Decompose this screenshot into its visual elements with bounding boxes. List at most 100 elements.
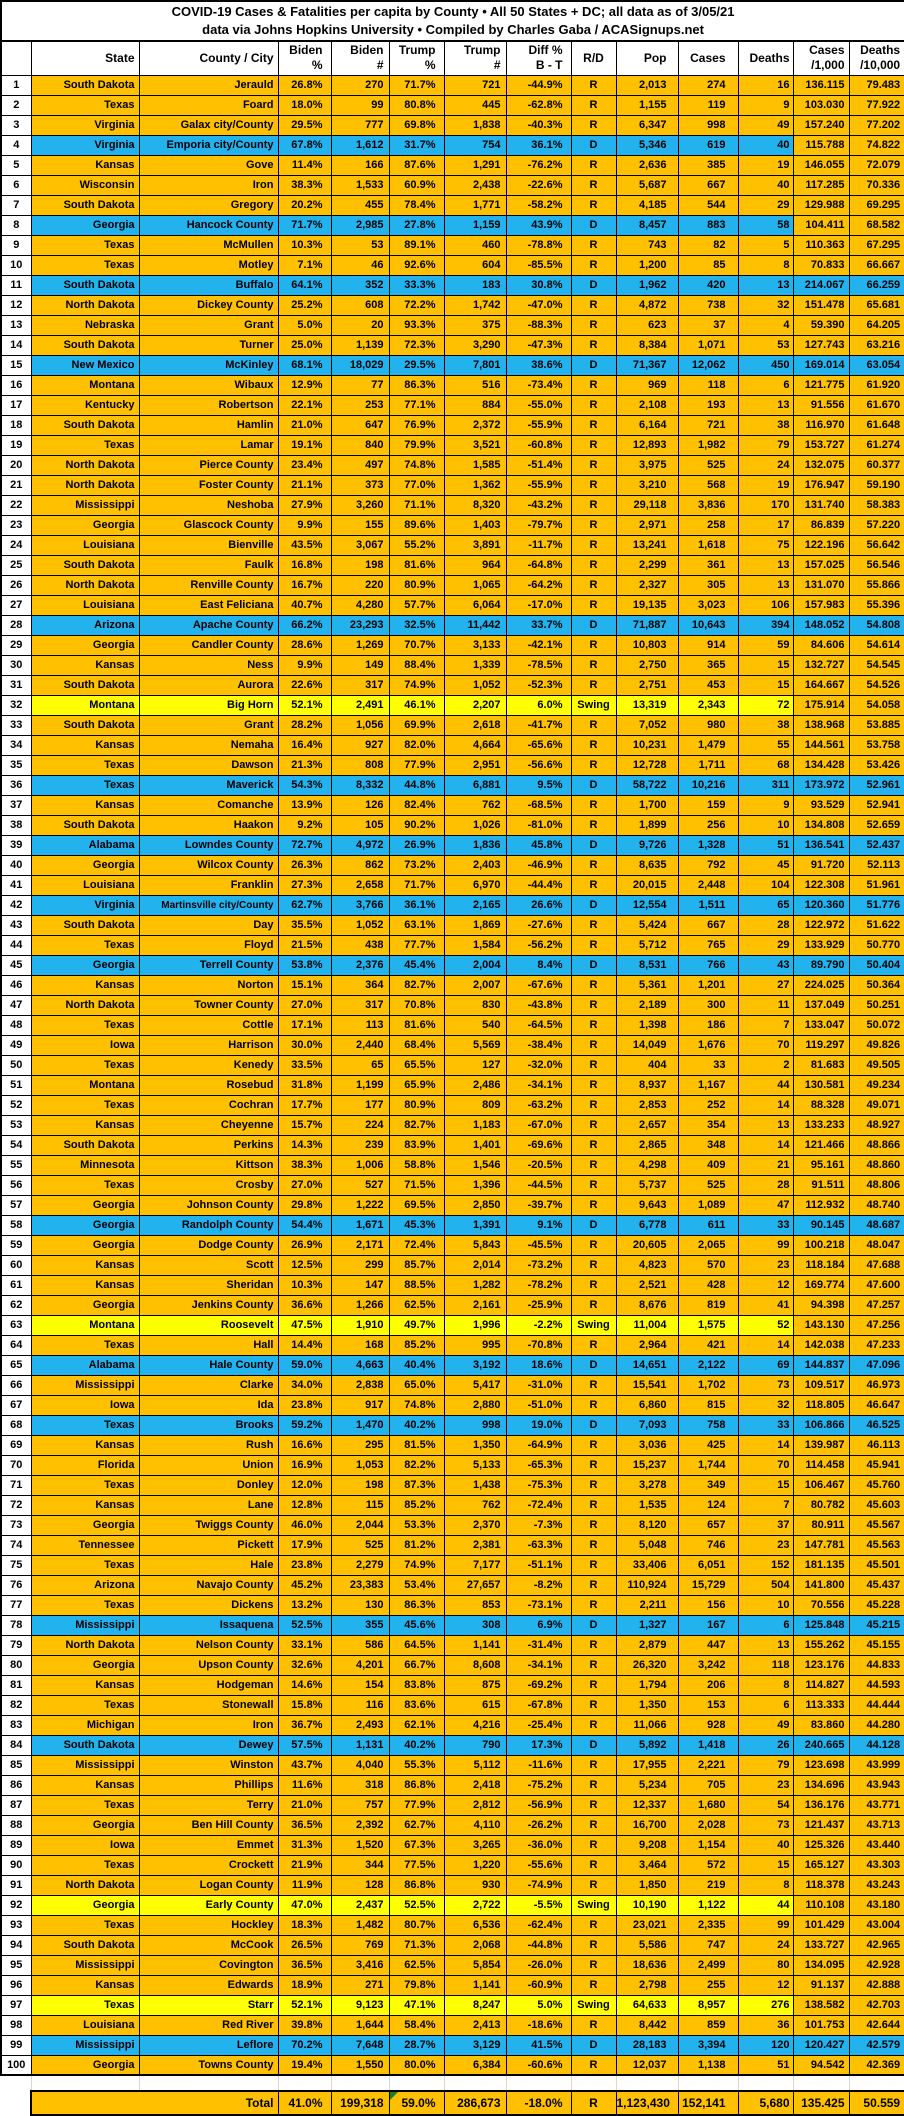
cell-biden-pct: 59.0% bbox=[277, 1354, 332, 1376]
cell-deaths: 79 bbox=[737, 1754, 794, 1776]
cell-deaths: 13 bbox=[737, 274, 794, 296]
cell-cases-per-1000: 59.390 bbox=[792, 314, 850, 336]
table-row: 39 Alabama Lowndes County 72.7% 4,972 26.9% 1,… bbox=[0, 834, 904, 856]
cell-county: Dickens bbox=[138, 1594, 279, 1616]
cell-biden-pct: 39.8% bbox=[277, 2014, 332, 2036]
cell-cases-per-1000: 90.145 bbox=[792, 1214, 850, 1236]
cell-biden-pct: 16.9% bbox=[277, 1454, 332, 1476]
cell-cases: 2,499 bbox=[677, 1954, 739, 1976]
cell-state: Texas bbox=[30, 1914, 140, 1936]
cell-deaths-per-10000: 45.760 bbox=[848, 1474, 904, 1496]
cell-cases-per-1000: 118.378 bbox=[792, 1874, 850, 1896]
cell-party: R bbox=[570, 94, 617, 116]
cell-biden-pct: 27.9% bbox=[277, 494, 332, 516]
cell-deaths: 27 bbox=[737, 974, 794, 996]
cell-cases: 928 bbox=[677, 1714, 739, 1736]
cell-cases: 2,028 bbox=[677, 1814, 739, 1836]
table-row: 60 Kansas Scott 12.5% 299 85.7% 2,014 -73.2% R 4,… bbox=[0, 1254, 904, 1276]
table-row: 86 Kansas Phillips 11.6% 318 86.8% 2,418 -75.2%… bbox=[0, 1774, 904, 1796]
cell-cases: 10,216 bbox=[677, 774, 739, 796]
cell-trump-pct: 82.7% bbox=[388, 974, 445, 996]
cell-rank: 96 bbox=[0, 1974, 32, 1996]
cell-county: Wilcox County bbox=[138, 854, 279, 876]
cell-trump-pct: 78.4% bbox=[388, 194, 445, 216]
cell-deaths: 19 bbox=[737, 154, 794, 176]
cell-state: Texas bbox=[30, 234, 140, 256]
column-header-biden-pct: Biden % bbox=[277, 40, 332, 76]
cell-state: Mississippi bbox=[30, 1374, 140, 1396]
cell-population: 2,189 bbox=[615, 994, 679, 1016]
cell-biden-pct: 26.3% bbox=[277, 854, 332, 876]
cell-deaths-per-10000: 44.280 bbox=[848, 1714, 904, 1736]
cell-state: Alabama bbox=[30, 1354, 140, 1376]
cell-deaths-per-10000: 50.770 bbox=[848, 934, 904, 956]
cell-trump-count: 721 bbox=[443, 74, 507, 96]
cell-trump-count: 1,052 bbox=[443, 674, 507, 696]
cell-population: 58,722 bbox=[615, 774, 679, 796]
cell-trump-count: 1,838 bbox=[443, 114, 507, 136]
cell-rank: 37 bbox=[0, 794, 32, 816]
cell-biden-count: 77 bbox=[330, 374, 390, 396]
cell-trump-pct: 82.7% bbox=[388, 1114, 445, 1136]
cell-cases-per-1000: 113.333 bbox=[792, 1694, 850, 1716]
cell-county: Hancock County bbox=[138, 214, 279, 236]
cell-party: R bbox=[570, 294, 617, 316]
cell-cases-per-1000: 125.326 bbox=[792, 1834, 850, 1856]
cell-biden-pct: 35.5% bbox=[277, 914, 332, 936]
cell-party: R bbox=[570, 1834, 617, 1856]
table-row: 23 Georgia Glascock County 9.9% 155 89.6% 1,40… bbox=[0, 514, 904, 536]
cell-state: Texas bbox=[30, 1054, 140, 1076]
cell-trump-pct: 69.8% bbox=[388, 114, 445, 136]
cell-deaths: 49 bbox=[737, 114, 794, 136]
cell-trump-count: 2,618 bbox=[443, 714, 507, 736]
cell-biden-pct: 29.5% bbox=[277, 114, 332, 136]
cell-deaths-per-10000: 52.941 bbox=[848, 794, 904, 816]
cell-cases: 82 bbox=[677, 234, 739, 256]
cell-county: Candler County bbox=[138, 634, 279, 656]
cell-trump-count: 8,247 bbox=[443, 1994, 507, 2016]
cell-trump-count: 11,442 bbox=[443, 614, 507, 636]
cell-population: 1,398 bbox=[615, 1014, 679, 1036]
cell-trump-pct: 32.5% bbox=[388, 614, 445, 636]
cell-cases: 305 bbox=[677, 574, 739, 596]
cell-party: R bbox=[570, 874, 617, 896]
cell-cases-per-1000: 118.184 bbox=[792, 1254, 850, 1276]
cell-deaths: 21 bbox=[737, 1154, 794, 1176]
cell-cases-per-1000: 103.030 bbox=[792, 94, 850, 116]
cell-deaths-per-10000: 51.776 bbox=[848, 894, 904, 916]
cell-party: R bbox=[570, 794, 617, 816]
cell-diff-pct: -75.2% bbox=[505, 1774, 572, 1796]
cell-rank: 49 bbox=[0, 1034, 32, 1056]
cell-trump-count: 2,850 bbox=[443, 1194, 507, 1216]
cell-trump-count: 3,265 bbox=[443, 1834, 507, 1856]
cell-cases-per-1000: 122.972 bbox=[792, 914, 850, 936]
cell-biden-count: 7,648 bbox=[330, 2034, 390, 2056]
table-row: 88 Georgia Ben Hill County 36.5% 2,392 62.7% 4… bbox=[0, 1814, 904, 1836]
cell-cases-per-1000: 83.860 bbox=[792, 1714, 850, 1736]
table-row: 76 Arizona Navajo County 45.2% 23,383 53.4% 27… bbox=[0, 1574, 904, 1596]
cell-biden-pct: 28.6% bbox=[277, 634, 332, 656]
cell-cases-per-1000: 143.130 bbox=[792, 1314, 850, 1336]
cell-trump-count: 7,801 bbox=[443, 354, 507, 376]
cell-county: Ness bbox=[138, 654, 279, 676]
cell-population: 969 bbox=[615, 374, 679, 396]
cell-cases-per-1000: 176.947 bbox=[792, 474, 850, 496]
cell-population: 623 bbox=[615, 314, 679, 336]
cell-rank: 15 bbox=[0, 354, 32, 376]
cell-biden-pct: 14.3% bbox=[277, 1134, 332, 1156]
cell-trump-count: 1,401 bbox=[443, 1134, 507, 1156]
cell-rank: 41 bbox=[0, 874, 32, 896]
table-row: 19 Texas Lamar 19.1% 840 79.9% 3,521 -60.8% R 12,… bbox=[0, 434, 904, 456]
cell-cases: 2,343 bbox=[677, 694, 739, 716]
cell-trump-pct: 62.1% bbox=[388, 1714, 445, 1736]
cell-cases: 819 bbox=[677, 1294, 739, 1316]
cell-diff-pct: -55.9% bbox=[505, 414, 572, 436]
cell-cases: 1,744 bbox=[677, 1454, 739, 1476]
cell-cases: 3,394 bbox=[677, 2034, 739, 2056]
cell-cases-per-1000: 91.137 bbox=[792, 1974, 850, 1996]
cell-diff-pct: -25.4% bbox=[505, 1714, 572, 1736]
cell-trump-count: 1,282 bbox=[443, 1274, 507, 1296]
cell-rank: 7 bbox=[0, 194, 32, 216]
cell-party: R bbox=[570, 1334, 617, 1356]
cell-trump-pct: 83.6% bbox=[388, 1694, 445, 1716]
